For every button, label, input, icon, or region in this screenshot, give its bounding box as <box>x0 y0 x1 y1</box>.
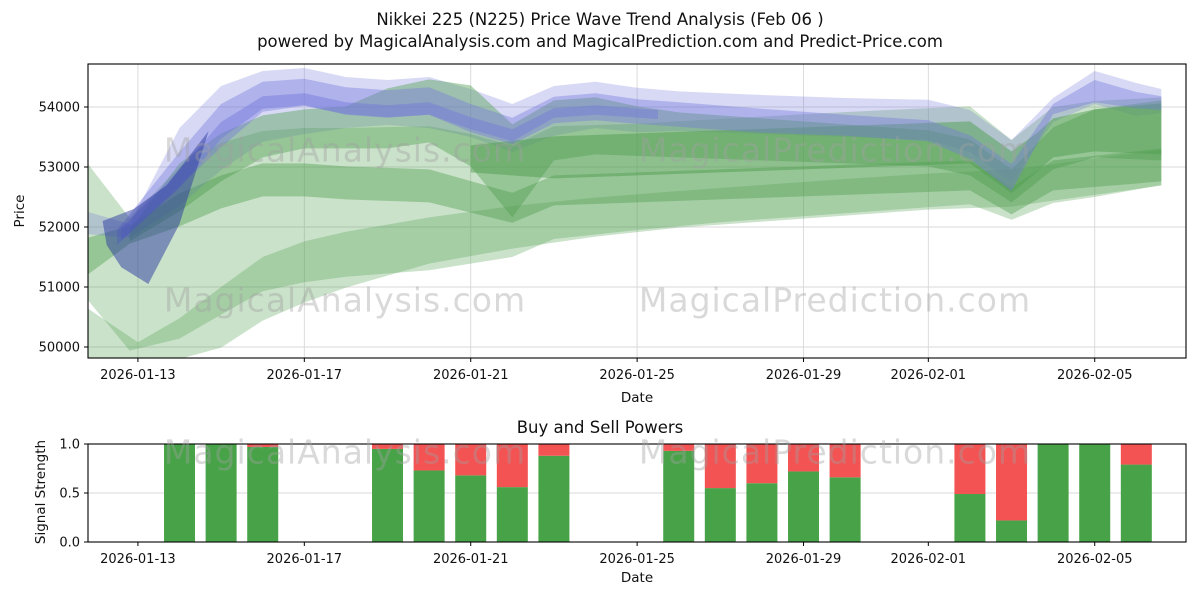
buy-power-bar <box>829 477 861 542</box>
sell-power-bar <box>1120 444 1152 465</box>
y-tick-label: 53000 <box>39 161 80 176</box>
buy-power-bar <box>372 448 404 542</box>
sell-power-bar <box>455 444 487 476</box>
sell-power-bar <box>704 444 736 489</box>
buy-power-bar <box>996 520 1028 542</box>
trend-band-blue <box>121 93 658 241</box>
y-tick-label: 50000 <box>39 341 80 356</box>
sell-power-bar <box>496 444 528 488</box>
buy-power-bar <box>455 475 487 542</box>
x-tick-label: 2026-01-29 <box>766 368 842 383</box>
chart-title-line2: powered by MagicalAnalysis.com and Magic… <box>257 32 943 51</box>
trend-bands <box>88 68 1162 358</box>
sell-power-bar <box>247 444 279 447</box>
date-axis-label-bottom: Date <box>620 570 654 586</box>
sell-power-bar <box>663 444 695 451</box>
sell-power-bar <box>538 444 570 456</box>
buy-power-bar <box>496 487 528 542</box>
x-tick-label: 2026-01-17 <box>267 552 343 567</box>
x-tick-label: 2026-01-21 <box>433 368 509 383</box>
y-tick-label: 51000 <box>39 281 80 296</box>
sell-power-bar <box>413 444 445 471</box>
sell-power-bar <box>954 444 986 494</box>
y-tick-label: 0.5 <box>59 487 80 502</box>
trend-band-green <box>88 149 1162 358</box>
trend-band-blue <box>117 78 1162 245</box>
buy-power-bar <box>164 444 196 542</box>
sell-power-bar <box>746 444 778 484</box>
signal-strength-axis-label: Signal Strength <box>33 439 49 545</box>
x-tick-label: 2026-01-13 <box>100 368 176 383</box>
trend-band-green <box>470 103 1162 194</box>
buy-power-bar <box>1037 444 1069 542</box>
x-tick-label: 2026-01-25 <box>599 368 675 383</box>
chart-title: Nikkei 225 (N225) Price Wave Trend Analy… <box>0 9 1200 53</box>
sell-power-bar <box>829 444 861 478</box>
buy-power-bar <box>704 488 736 542</box>
x-tick-label: 2026-02-05 <box>1057 552 1133 567</box>
buy-power-bar <box>663 450 695 542</box>
x-tick-label: 2026-02-05 <box>1057 368 1133 383</box>
buy-power-bar <box>954 493 986 542</box>
x-tick-label: 2026-01-13 <box>100 552 176 567</box>
chart-title-line1: Nikkei 225 (N225) Price Wave Trend Analy… <box>376 10 824 29</box>
buy-power-bar <box>205 444 237 542</box>
sell-power-bar <box>788 444 820 472</box>
bar-chart-title: Buy and Sell Powers <box>516 418 684 437</box>
trend-band-green <box>88 148 1162 275</box>
date-axis-label-top: Date <box>620 390 654 406</box>
buy-power-bar <box>788 471 820 542</box>
x-tick-label: 2026-01-29 <box>766 552 842 567</box>
y-tick-label: 1.0 <box>59 438 80 453</box>
sell-power-bar <box>372 444 404 449</box>
buy-power-bar <box>247 446 279 542</box>
y-tick-label: 54000 <box>39 101 80 116</box>
buy-power-bar <box>746 483 778 542</box>
buy-power-bar <box>538 455 570 542</box>
trend-band-navy <box>102 131 209 284</box>
x-tick-label: 2026-02-01 <box>891 368 967 383</box>
buy-power-bar <box>1079 444 1111 542</box>
price-axis-label: Price <box>12 194 28 228</box>
trend-band-green <box>129 79 1162 242</box>
x-tick-label: 2026-01-21 <box>433 552 509 567</box>
sell-power-bar <box>996 444 1028 521</box>
x-tick-label: 2026-01-25 <box>599 552 675 567</box>
buy-power-bar <box>413 470 445 542</box>
x-tick-label: 2026-01-17 <box>267 368 343 383</box>
trend-band-blue <box>88 68 1162 238</box>
buy-power-bar <box>1120 464 1152 542</box>
x-tick-label: 2026-02-01 <box>891 552 967 567</box>
y-tick-label: 0.0 <box>59 536 80 551</box>
y-tick-label: 52000 <box>39 221 80 236</box>
